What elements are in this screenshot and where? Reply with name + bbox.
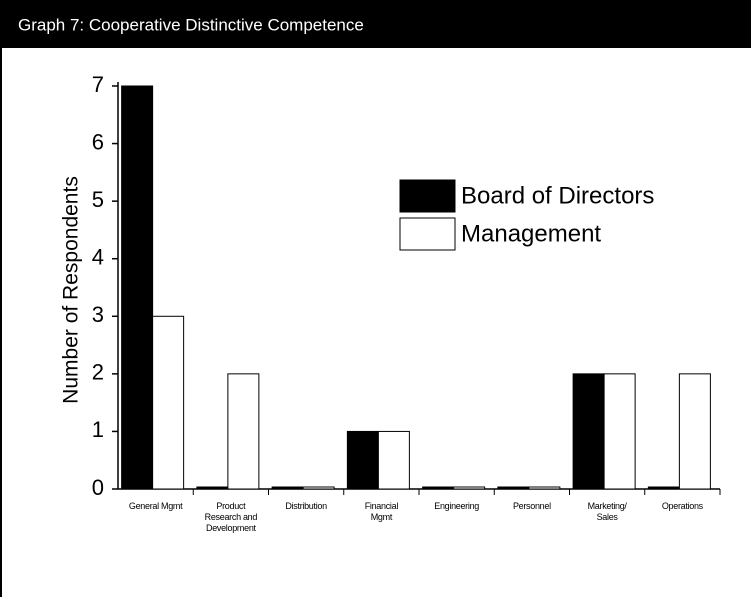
bar [302, 486, 335, 490]
bar [422, 486, 455, 490]
x-tick-label: Financial Mgmt [364, 501, 399, 522]
x-tick-label-box: Operations [661, 501, 703, 511]
bar [377, 430, 410, 490]
legend-swatch [399, 179, 456, 213]
y-tick-label: 4 [92, 245, 104, 270]
y-tick-label: 1 [92, 417, 104, 442]
legend-label: Board of Directors [461, 182, 654, 209]
header-bar [0, 0, 751, 48]
y-tick-label: 6 [92, 129, 104, 154]
bar [572, 373, 605, 490]
x-tick-label-box: Personnel [512, 501, 551, 511]
x-tick-label: Product Research and Development [204, 501, 258, 533]
x-tick-label: Personnel [512, 501, 551, 511]
legend-swatch [399, 217, 456, 251]
legend-label: Management [461, 220, 601, 247]
bar [152, 315, 185, 490]
x-tick-label-box: Engineering [434, 501, 479, 511]
x-tick-label: Distribution [285, 501, 327, 511]
x-tick-label-box: Distribution [285, 501, 327, 511]
y-tick-label: 0 [92, 475, 104, 500]
x-tick-label-box: Marketing/ Sales [587, 501, 627, 522]
x-tick-label: Engineering [434, 501, 479, 511]
y-tick-label: 5 [92, 187, 104, 212]
bar [271, 486, 304, 490]
x-tick-label: Marketing/ Sales [587, 501, 627, 522]
bar [678, 373, 711, 490]
y-tick-label: 2 [92, 360, 104, 385]
bar [196, 486, 229, 490]
y-tick-label: 7 [92, 72, 104, 97]
bar [497, 486, 530, 490]
x-tick-label: General Mgmt [128, 501, 183, 511]
y-tick-label: 3 [92, 302, 104, 327]
bar [346, 430, 379, 490]
bar [227, 373, 260, 490]
x-tick-label-box: Product Research and Development [204, 501, 258, 533]
chart-title: Graph 7: Cooperative Distinctive Compete… [18, 15, 364, 34]
x-tick-label: Operations [661, 501, 703, 511]
bar [453, 486, 486, 490]
bar [528, 486, 561, 490]
x-tick-label-box: Financial Mgmt [364, 501, 399, 522]
x-tick-label-box: General Mgmt [128, 501, 183, 511]
bar [603, 373, 636, 490]
bar [647, 486, 680, 490]
bar [121, 85, 154, 490]
y-axis-label: Number of Respondents [60, 176, 83, 404]
